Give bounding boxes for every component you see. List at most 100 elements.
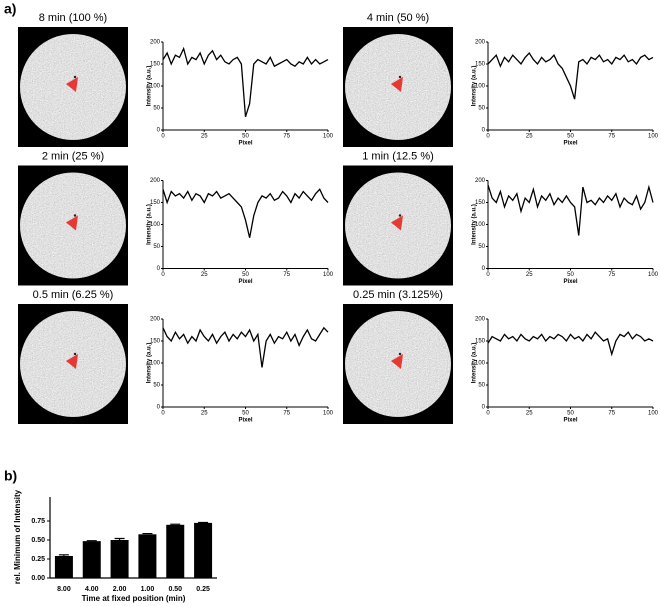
error-bar xyxy=(142,532,153,535)
x-axis-label: Pixel xyxy=(563,141,577,147)
y-tick-label: 0.00 xyxy=(31,575,45,582)
x-tick-label: 50 xyxy=(242,411,249,417)
y-axis-label: Intensity (a.u.) xyxy=(472,204,478,245)
x-axis-label: Time at fixed position (min) xyxy=(82,594,186,603)
y-tick-label: 50 xyxy=(478,106,485,112)
x-tick-label: 0.25 xyxy=(196,586,210,593)
bar xyxy=(82,541,101,578)
y-tick-label: 100 xyxy=(475,222,486,228)
x-tick-label: 25 xyxy=(526,272,533,278)
micrograph xyxy=(343,304,453,424)
x-axis-label: Pixel xyxy=(238,418,252,424)
y-tick-label: 100 xyxy=(150,222,161,228)
x-tick-label: 25 xyxy=(526,134,533,140)
spot xyxy=(398,352,402,356)
y-tick-label: 0 xyxy=(157,266,161,272)
y-tick-label: 200 xyxy=(150,40,161,46)
spot xyxy=(73,214,77,217)
y-tick-label: 50 xyxy=(153,383,160,389)
arrowhead xyxy=(391,77,403,92)
x-tick-label: 75 xyxy=(608,411,615,417)
arrowhead xyxy=(66,215,78,231)
profile-line xyxy=(162,326,329,368)
x-tick-label: 0 xyxy=(486,272,490,278)
y-tick-label: 50 xyxy=(478,244,485,250)
x-tick-label: 100 xyxy=(648,272,659,278)
y-axis-label: rel. Minimum of Intensity xyxy=(13,489,22,584)
y-tick-label: 50 xyxy=(153,106,160,112)
x-axis-label: Pixel xyxy=(563,279,577,285)
y-tick-label: 200 xyxy=(475,178,486,184)
x-axis-label: Pixel xyxy=(238,141,252,147)
x-tick-label: 100 xyxy=(648,134,659,140)
arrowhead xyxy=(66,354,78,369)
x-tick-label: 2.00 xyxy=(113,586,127,593)
y-tick-label: 100 xyxy=(475,84,486,90)
arrowhead xyxy=(391,215,403,231)
x-tick-label: 50 xyxy=(242,134,249,140)
x-tick-label: 8.00 xyxy=(57,586,71,593)
error-bar xyxy=(58,554,69,556)
y-axis-label: Intensity (a.u.) xyxy=(147,66,153,107)
y-tick-label: 0 xyxy=(482,405,486,411)
x-tick-label: 50 xyxy=(567,411,574,417)
panel-title: 2 min (25 %) xyxy=(42,150,104,162)
panel-title: 1 min (12.5 %) xyxy=(362,150,434,162)
y-axis-label: Intensity (a.u.) xyxy=(147,204,153,245)
x-tick-label: 1.00 xyxy=(141,586,155,593)
micrograph xyxy=(18,304,128,424)
y-tick-label: 0 xyxy=(482,266,486,272)
spot xyxy=(73,75,77,79)
x-tick-label: 0 xyxy=(486,134,490,140)
arrowhead xyxy=(391,354,403,369)
x-tick-label: 0 xyxy=(161,411,165,417)
x-tick-label: 75 xyxy=(283,272,290,278)
spot xyxy=(398,75,402,79)
y-tick-label: 200 xyxy=(150,317,161,323)
panel-title: 0.25 min (3.125%) xyxy=(353,289,443,301)
y-tick-label: 100 xyxy=(475,361,486,367)
bar xyxy=(194,522,213,578)
spot xyxy=(398,214,402,217)
x-tick-label: 0 xyxy=(161,134,165,140)
micrograph xyxy=(18,165,128,286)
y-tick-label: 100 xyxy=(150,361,161,367)
error-bar xyxy=(170,523,181,525)
bar xyxy=(138,534,157,578)
y-tick-label: 200 xyxy=(475,40,486,46)
x-tick-label: 75 xyxy=(608,134,615,140)
x-tick-label: 50 xyxy=(567,272,574,278)
y-tick-label: 50 xyxy=(153,244,160,250)
profile-line xyxy=(487,51,654,100)
panel-label: b) xyxy=(4,468,17,484)
y-tick-label: 150 xyxy=(475,339,486,345)
y-axis-label: Intensity (a.u.) xyxy=(147,343,153,384)
x-tick-label: 25 xyxy=(201,411,208,417)
arrowhead xyxy=(66,77,78,92)
y-tick-label: 0.75 xyxy=(31,518,45,525)
y-tick-label: 0.25 xyxy=(31,556,45,563)
x-tick-label: 100 xyxy=(648,411,659,417)
x-tick-label: 0 xyxy=(161,272,165,278)
bar xyxy=(166,524,185,578)
y-tick-label: 0 xyxy=(482,128,486,134)
x-tick-label: 50 xyxy=(567,134,574,140)
panel-title: 0.5 min (6.25 %) xyxy=(33,289,114,301)
x-tick-label: 50 xyxy=(242,272,249,278)
x-tick-label: 25 xyxy=(201,272,208,278)
profile-line xyxy=(162,46,329,117)
y-tick-label: 200 xyxy=(475,317,486,323)
profile-line xyxy=(487,184,654,236)
error-bar xyxy=(114,537,125,540)
x-tick-label: 100 xyxy=(323,272,334,278)
y-tick-label: 100 xyxy=(150,84,161,90)
bar xyxy=(110,540,129,578)
x-tick-label: 75 xyxy=(608,272,615,278)
panel-title: 8 min (100 %) xyxy=(39,12,107,24)
y-tick-label: 0 xyxy=(157,405,161,411)
y-axis-label: Intensity (a.u.) xyxy=(472,343,478,384)
spot xyxy=(73,352,77,356)
micrograph xyxy=(343,27,453,147)
y-axis-label: Intensity (a.u.) xyxy=(472,66,478,107)
